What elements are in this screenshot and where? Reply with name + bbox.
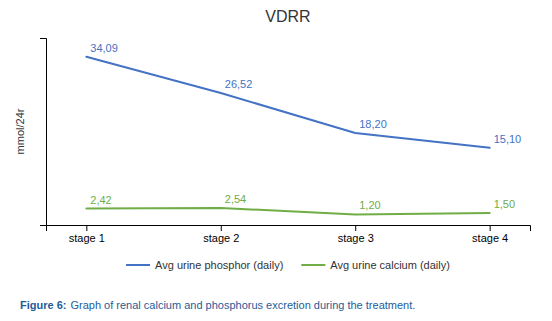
data-label: 26,52	[225, 78, 253, 90]
y-axis-line	[40, 39, 47, 226]
title: VDRR	[265, 8, 310, 25]
x-tick-label: stage 2	[203, 232, 239, 244]
caption-part: Figure 6:	[20, 299, 66, 311]
x-tick: stage 1	[69, 225, 105, 244]
legend-swatch	[126, 264, 150, 266]
series-line	[86, 57, 489, 148]
data-label: 15,10	[494, 133, 522, 145]
y-axis-label: mmol/24r	[14, 108, 26, 154]
caption: Figure 6: Graph of renal calcium and phos…	[20, 299, 415, 311]
data-label: 18,20	[359, 118, 387, 130]
x-tick-mark	[355, 225, 356, 231]
x-axis: stage 1 stage 2 stage 3 stage 4	[47, 225, 531, 244]
x-tick-label: stage 3	[338, 232, 374, 244]
legend-label: Avg urine phosphor (daily)	[155, 259, 283, 271]
lines	[86, 57, 489, 215]
data-label: 34,09	[90, 42, 118, 54]
series-line	[86, 208, 489, 214]
x-tick-mark	[221, 225, 222, 231]
x-tick: stage 2	[203, 225, 239, 244]
legend-item: Avg urine calcium (daily)	[301, 259, 450, 271]
data-label: 1,50	[494, 198, 515, 210]
data-label: 1,20	[359, 199, 380, 211]
x-tick-mark	[86, 225, 87, 231]
caption-part: Graph of renal calcium and phosphorus ex…	[70, 299, 415, 311]
x-tick: stage 4	[472, 225, 508, 244]
legend: Avg urine phosphor (daily) Avg urine calc…	[126, 259, 450, 271]
data-label: 2,54	[225, 193, 246, 205]
legend-swatch	[301, 264, 325, 266]
x-tick-label: stage 4	[472, 232, 508, 244]
plot: stage 1 stage 2 stage 3 stage 4 mmol/24r 34,0…	[14, 39, 531, 244]
y-axis	[40, 39, 47, 226]
x-tick-label: stage 1	[69, 232, 105, 244]
data-label: 2,42	[90, 194, 111, 206]
legend-item: Avg urine phosphor (daily)	[126, 259, 283, 271]
chart: stage 1 stage 2 stage 3 stage 4 mmol/24r 34,0…	[0, 0, 552, 321]
x-tick-mark	[490, 225, 491, 231]
x-axis-line	[47, 226, 531, 232]
x-tick: stage 3	[338, 225, 374, 244]
legend-label: Avg urine calcium (daily)	[330, 259, 450, 271]
data-labels: 34,09 26,52 18,20 15,10 2,42 2,54 1,20 1,50	[90, 42, 521, 212]
